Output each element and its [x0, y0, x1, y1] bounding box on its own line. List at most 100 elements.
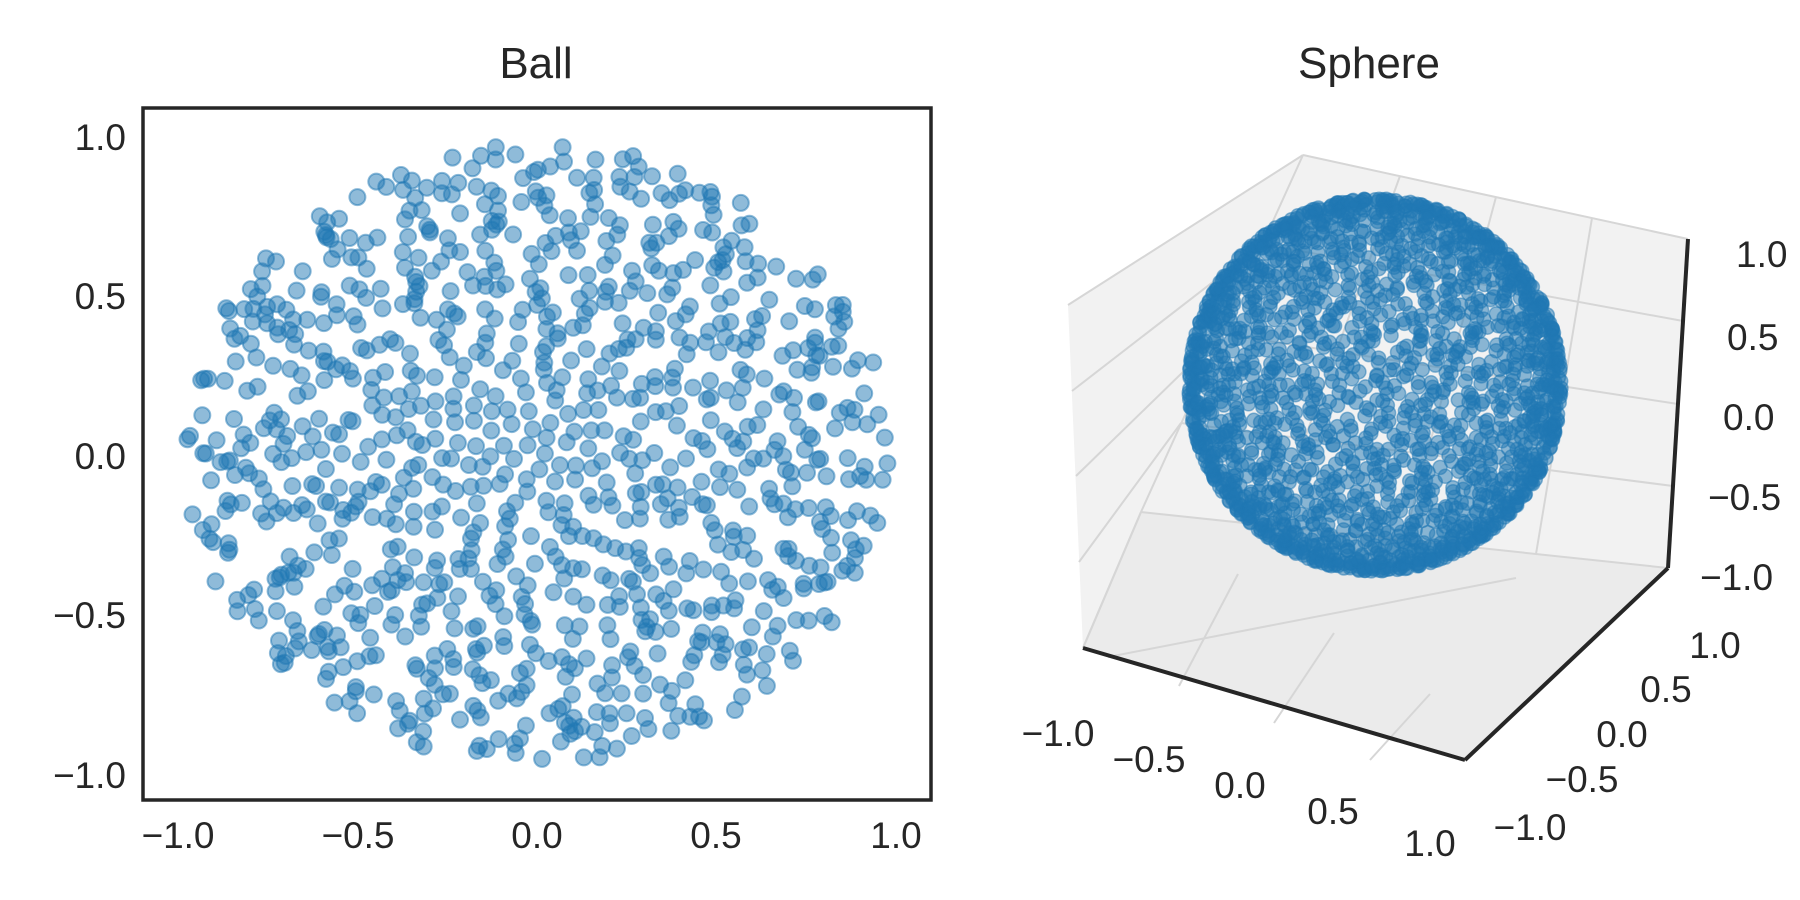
sphere-point	[1490, 398, 1507, 414]
ball-point	[417, 178, 436, 197]
ball-point	[418, 217, 437, 236]
ball-point	[207, 431, 226, 450]
ball-point	[740, 214, 759, 233]
sphere-point	[1428, 332, 1444, 349]
ball-point	[641, 564, 660, 583]
ball-point	[579, 370, 598, 389]
ball-point	[257, 249, 275, 268]
sphere-point	[1389, 279, 1405, 296]
ball-point	[226, 352, 245, 371]
ball-point	[610, 361, 629, 380]
ball-point	[507, 689, 526, 708]
ball-point	[401, 344, 419, 363]
sphere-point	[1463, 483, 1479, 500]
ball-point	[661, 458, 680, 477]
sphere-point	[1412, 341, 1428, 357]
sphere-point	[1453, 494, 1470, 510]
sphere-point	[1516, 413, 1532, 429]
ball-point	[511, 369, 530, 388]
sphere-point	[1494, 318, 1510, 335]
ball-point	[467, 741, 486, 760]
sphere-point	[1363, 425, 1379, 442]
ball-point	[454, 356, 473, 375]
ball-point	[216, 502, 235, 520]
ball-point	[821, 507, 840, 525]
ball-point	[464, 619, 483, 638]
ball-point	[822, 613, 841, 632]
ball-point	[646, 622, 665, 641]
sphere-points	[1181, 191, 1569, 579]
ball-point	[333, 444, 351, 463]
ball-point	[468, 643, 487, 662]
ball-point	[503, 351, 522, 370]
ball-point	[407, 659, 426, 678]
ball-point	[381, 540, 400, 559]
ball-point	[505, 449, 523, 468]
ball-point	[681, 333, 700, 352]
sphere-point	[1364, 294, 1381, 310]
ball-point	[623, 261, 641, 280]
ball-point	[632, 483, 651, 501]
ball-point	[755, 369, 774, 388]
sphere-point	[1340, 277, 1357, 293]
ball-point	[433, 171, 451, 190]
ball-point	[701, 276, 720, 295]
ball-point	[711, 478, 729, 497]
ball-point	[553, 368, 572, 387]
ball-point	[351, 452, 370, 471]
ball-point	[372, 430, 391, 449]
sphere-point	[1208, 330, 1225, 347]
sphere-point	[1419, 413, 1435, 430]
ball-point	[868, 513, 887, 532]
sphere-point	[1395, 368, 1412, 385]
ball-point	[451, 710, 469, 729]
sphere-point	[1462, 439, 1478, 455]
ball-point	[530, 460, 549, 479]
sphere-point	[1261, 389, 1277, 406]
ball-point	[563, 685, 581, 704]
sphere-point	[1457, 266, 1473, 283]
ball-point	[708, 535, 727, 554]
ball-point	[221, 319, 240, 338]
sphere-point	[1460, 384, 1477, 401]
ball-point	[401, 361, 420, 380]
ball-point	[285, 577, 304, 596]
sphere-point	[1408, 268, 1425, 284]
ball-point	[476, 300, 495, 319]
ball-point	[684, 378, 702, 397]
ball-point	[359, 437, 378, 456]
ball-point	[787, 269, 806, 288]
ball-point	[310, 207, 329, 226]
ball-point	[701, 411, 720, 430]
ball-point	[393, 243, 412, 262]
ball-point	[504, 225, 523, 244]
ball-point	[415, 704, 434, 723]
sphere-point	[1307, 382, 1323, 399]
ball-point	[486, 595, 505, 614]
ball-x-tick-label: −1.0	[141, 815, 214, 856]
ball-x-ticks: −1.0 −0.5 0.0 0.5 1.0	[141, 815, 921, 856]
ball-point	[753, 307, 772, 325]
sphere-point	[1291, 422, 1307, 439]
ball-point	[356, 233, 375, 252]
ball-point	[596, 684, 615, 703]
ball-point	[539, 503, 558, 522]
ball-point	[738, 572, 757, 591]
ball-point	[551, 732, 570, 751]
ball-point	[854, 536, 873, 555]
ball-point	[845, 400, 864, 419]
ball-point	[414, 573, 433, 592]
ball-point	[392, 166, 410, 184]
ball-point	[519, 402, 538, 421]
ball-point	[235, 300, 254, 319]
sphere-point	[1301, 461, 1318, 478]
ball-point	[580, 281, 599, 300]
ball-point	[869, 405, 888, 424]
sphere-point	[1425, 347, 1441, 363]
ball-point	[754, 400, 773, 419]
ball-point	[720, 464, 739, 483]
sphere-point	[1445, 484, 1461, 500]
ball-point	[740, 638, 759, 657]
ball-point	[520, 269, 539, 288]
ball-point	[612, 684, 631, 703]
